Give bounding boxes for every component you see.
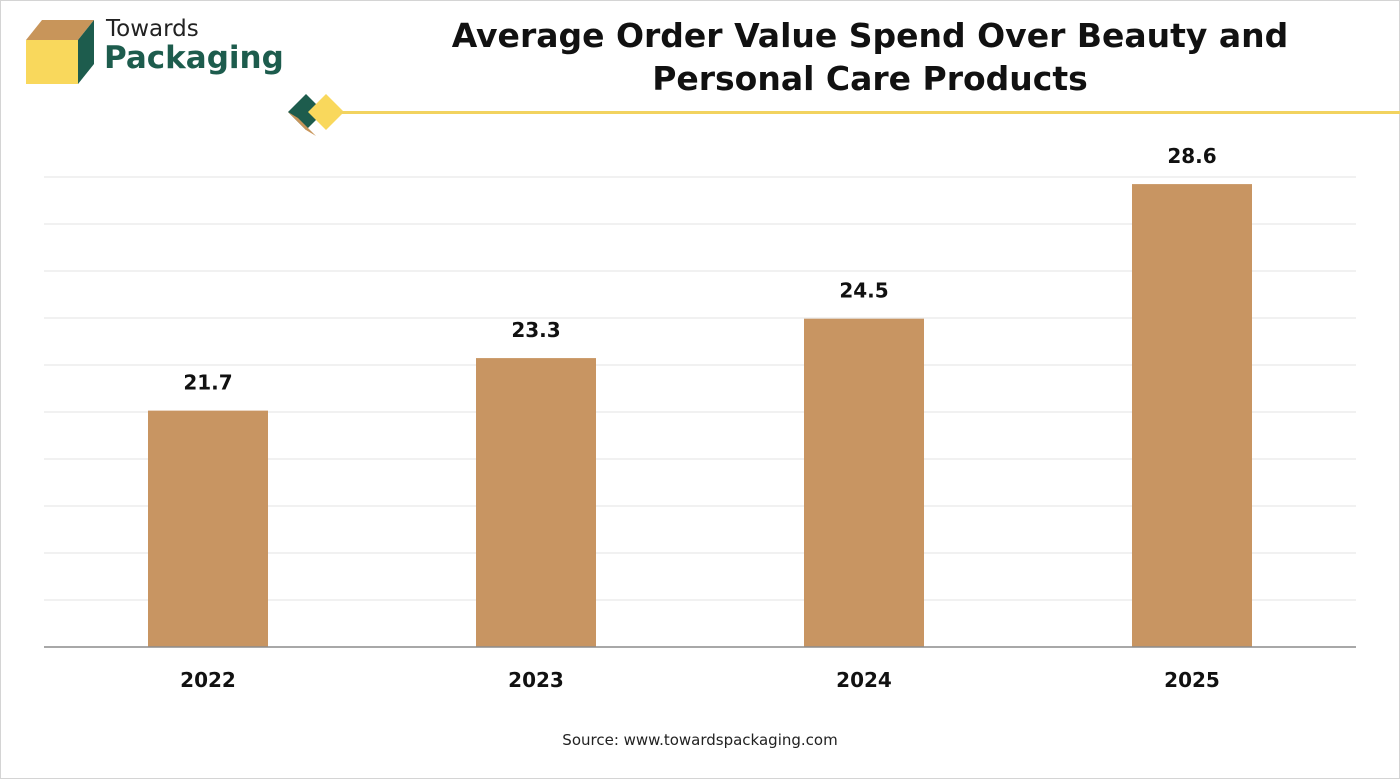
x-tick-label-2024: 2024 [836,668,892,692]
data-label-2024: 24.5 [839,279,888,303]
divider-line [340,111,1400,114]
chart-title: Average Order Value Spend Over Beauty an… [451,16,1289,98]
logo-text-packaging: Packaging [104,40,284,76]
data-label-2022: 21.7 [183,371,232,395]
logo-text-towards: Towards [106,16,199,42]
bar-2024 [804,318,924,647]
x-tick-label-2025: 2025 [1164,668,1220,692]
bar-2022 [148,410,268,647]
bar-2025 [1132,184,1252,648]
data-label-2025: 28.6 [1167,144,1216,168]
data-label-2023: 23.3 [511,318,560,342]
x-tick-label-2022: 2022 [180,668,236,692]
divider-diamond-icon [288,94,344,136]
source-note: Source: www.towardspackaging.com [562,731,838,749]
package-box-icon [26,20,94,84]
bar-2023 [476,358,596,647]
company-logo: Towards Packaging [24,16,284,88]
x-tick-label-2023: 2023 [508,668,564,692]
